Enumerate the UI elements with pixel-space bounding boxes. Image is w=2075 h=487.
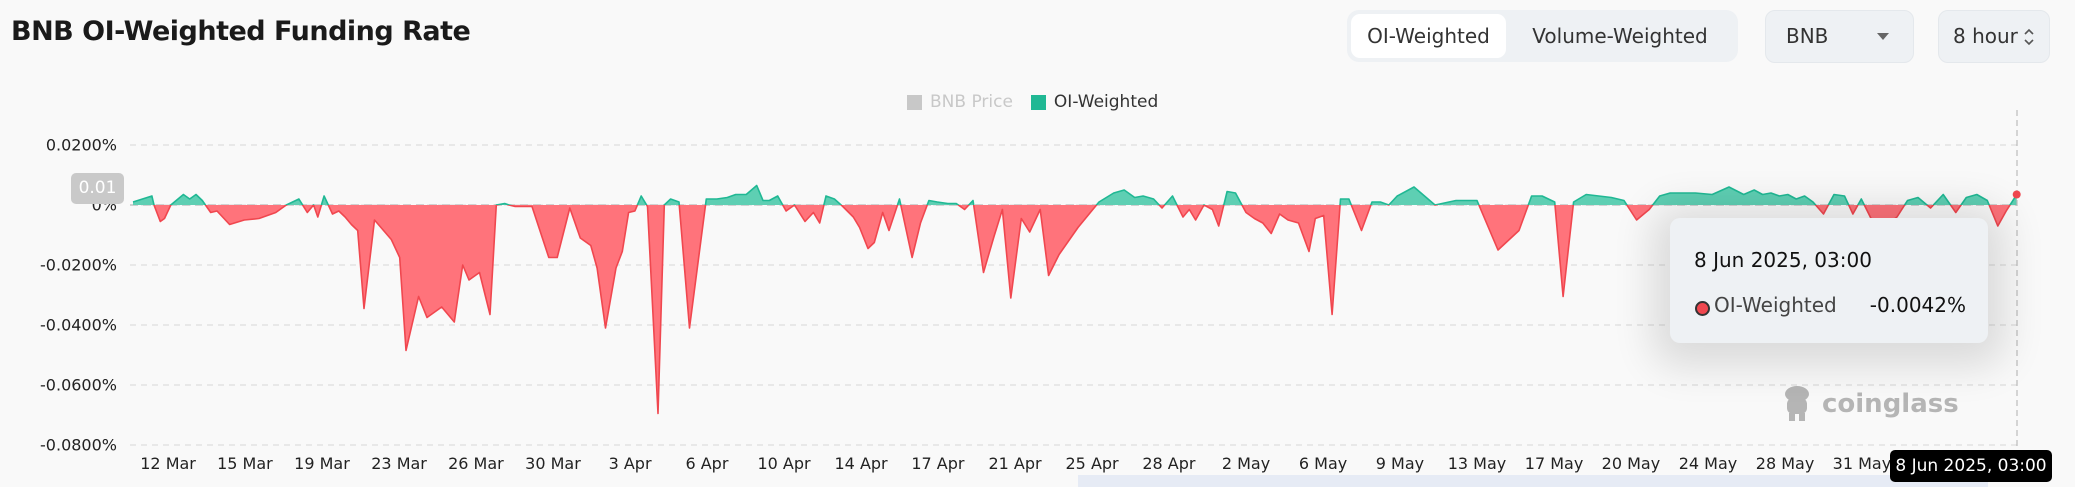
series-dot-icon bbox=[1695, 301, 1710, 316]
x-tick-label: 23 Mar bbox=[371, 454, 427, 473]
interval-select-value: 8 hour bbox=[1953, 24, 2018, 48]
caret-down-icon bbox=[1877, 33, 1889, 40]
x-tick-label: 31 May bbox=[1832, 454, 1892, 473]
mark-line-label: 0.01 bbox=[71, 173, 124, 204]
x-tick-label: 28 Apr bbox=[1142, 454, 1196, 473]
page-title: BNB OI-Weighted Funding Rate bbox=[11, 16, 471, 47]
watermark-text: coinglass bbox=[1822, 389, 1959, 419]
tooltip-date: 8 Jun 2025, 03:00 bbox=[1694, 248, 1872, 272]
x-tick-label: 19 Mar bbox=[294, 454, 350, 473]
y-tick-label: 0.0200% bbox=[45, 135, 117, 155]
x-tick-label: 12 Mar bbox=[140, 454, 196, 473]
tab-oi-weighted[interactable]: OI-Weighted bbox=[1351, 14, 1506, 58]
legend-item-oi-weighted[interactable]: OI-Weighted bbox=[1030, 92, 1159, 112]
interval-select[interactable]: 8 hour bbox=[1938, 10, 2050, 63]
x-tick-label: 28 May bbox=[1755, 454, 1815, 473]
symbol-select[interactable]: BNB bbox=[1765, 10, 1914, 63]
x-tick-label: 6 May bbox=[1298, 454, 1348, 473]
data-zoom-slider[interactable] bbox=[1078, 475, 1988, 487]
x-tick-label: 20 May bbox=[1601, 454, 1661, 473]
x-tick-label: 17 Apr bbox=[911, 454, 965, 473]
updown-chevron-icon bbox=[2024, 28, 2034, 46]
weighting-toggle: OI-Weighted Volume-Weighted bbox=[1347, 10, 1738, 62]
x-tick-label: 13 May bbox=[1447, 454, 1507, 473]
symbol-select-value: BNB bbox=[1786, 24, 1829, 48]
watermark: coinglass bbox=[1780, 384, 1959, 424]
axis-pointer-label: 8 Jun 2025, 03:00 bbox=[1890, 450, 2052, 482]
x-tick-label: 24 May bbox=[1678, 454, 1738, 473]
x-tick-label: 2 May bbox=[1221, 454, 1271, 473]
x-tick-label: 30 Mar bbox=[525, 454, 581, 473]
x-tick-label: 25 Apr bbox=[1065, 454, 1119, 473]
y-tick-label: -0.0800% bbox=[40, 435, 117, 455]
x-tick-label: 9 May bbox=[1375, 454, 1425, 473]
x-tick-label: 3 Apr bbox=[608, 454, 652, 473]
legend-label: BNB Price bbox=[930, 92, 1013, 112]
x-tick-label: 15 Mar bbox=[217, 454, 273, 473]
x-tick-label: 17 May bbox=[1524, 454, 1584, 473]
legend-label: OI-Weighted bbox=[1053, 92, 1159, 112]
x-tick-label: 26 Mar bbox=[448, 454, 504, 473]
legend-swatch-oi-weighted bbox=[1030, 94, 1046, 110]
chart-tooltip: 8 Jun 2025, 03:00 OI-Weighted -0.0042% bbox=[1670, 218, 1988, 343]
x-tick-label: 21 Apr bbox=[988, 454, 1042, 473]
y-tick-label: -0.0600% bbox=[40, 375, 117, 395]
x-tick-label: 10 Apr bbox=[757, 454, 811, 473]
tooltip-series-value: -0.0042% bbox=[1869, 293, 1966, 317]
y-tick-label: -0.0200% bbox=[40, 255, 117, 275]
y-tick-label: -0.0400% bbox=[40, 315, 117, 335]
legend-item-bnb-price[interactable]: BNB Price bbox=[907, 92, 1013, 112]
legend-swatch-bnb-price bbox=[907, 94, 922, 110]
tooltip-series-name: OI-Weighted bbox=[1714, 293, 1837, 317]
coinglass-logo-icon bbox=[1785, 386, 1809, 421]
x-tick-label: 6 Apr bbox=[685, 454, 729, 473]
tab-volume-weighted[interactable]: Volume-Weighted bbox=[1532, 24, 1708, 48]
x-tick-label: 14 Apr bbox=[834, 454, 888, 473]
chart-legend: BNB Price OI-Weighted bbox=[907, 92, 1176, 112]
